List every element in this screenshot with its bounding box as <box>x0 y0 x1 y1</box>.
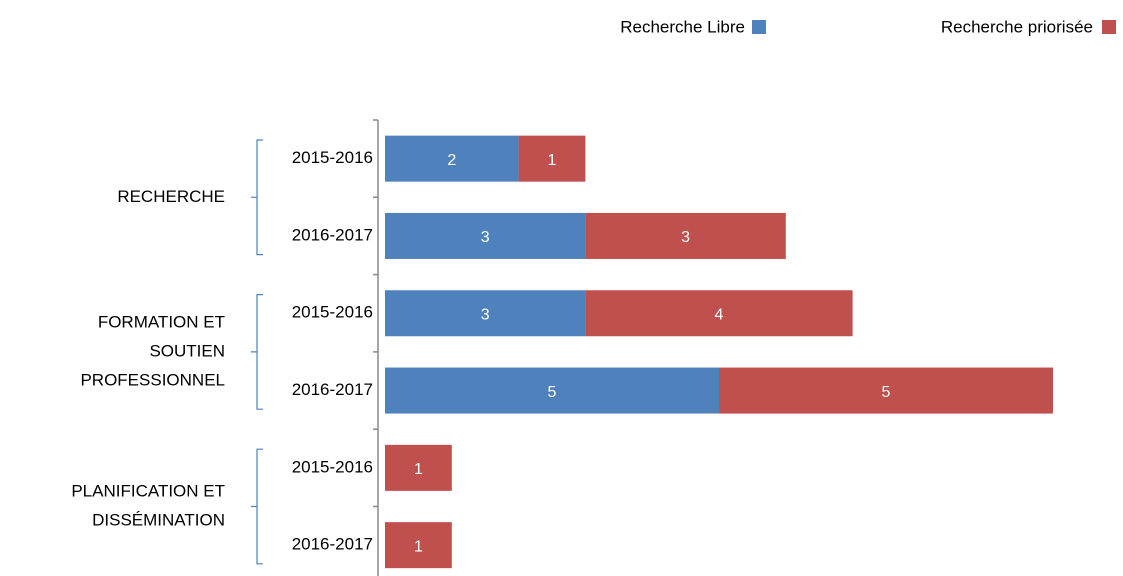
legend-label: Recherche priorisée <box>941 17 1093 36</box>
value-label: 5 <box>548 384 557 401</box>
bar-segment <box>385 290 586 337</box>
category-label: 2016-2017 <box>292 535 373 554</box>
value-label: 1 <box>548 152 557 169</box>
value-label: 2 <box>447 152 456 169</box>
bar-segment <box>719 367 1053 414</box>
value-label: 1 <box>414 538 423 555</box>
bar-segment <box>385 522 452 569</box>
group-label: FORMATION ET <box>98 312 225 331</box>
value-label: 3 <box>481 229 490 246</box>
legend-swatch <box>1102 20 1116 34</box>
bar-segment <box>585 290 853 337</box>
bar-segment <box>385 135 519 182</box>
bar-segment <box>518 135 586 182</box>
group-label: RECHERCHE <box>117 187 225 206</box>
bar-segment <box>385 367 719 414</box>
bar-segment <box>385 212 586 259</box>
category-label: 2015-2016 <box>292 457 373 476</box>
group-bracket <box>251 448 263 565</box>
bar-segment <box>585 212 786 259</box>
group-bracket <box>251 139 263 256</box>
group-label: PROFESSIONNEL <box>80 370 225 389</box>
category-label: 2015-2016 <box>292 148 373 167</box>
group-label: DISSÉMINATION <box>92 510 225 529</box>
bar-segment <box>385 444 452 491</box>
group-bracket <box>251 294 263 410</box>
legend-label: Recherche Libre <box>620 17 745 36</box>
category-label: 2015-2016 <box>292 303 373 322</box>
legend-swatch <box>752 20 766 34</box>
value-label: 3 <box>481 306 490 323</box>
value-label: 5 <box>882 384 891 401</box>
group-label: PLANIFICATION ET <box>71 481 225 500</box>
category-label: 2016-2017 <box>292 225 373 244</box>
value-label: 4 <box>715 306 724 323</box>
category-label: 2016-2017 <box>292 380 373 399</box>
value-label: 3 <box>681 229 690 246</box>
value-label: 1 <box>414 461 423 478</box>
group-label: SOUTIEN <box>149 341 225 360</box>
